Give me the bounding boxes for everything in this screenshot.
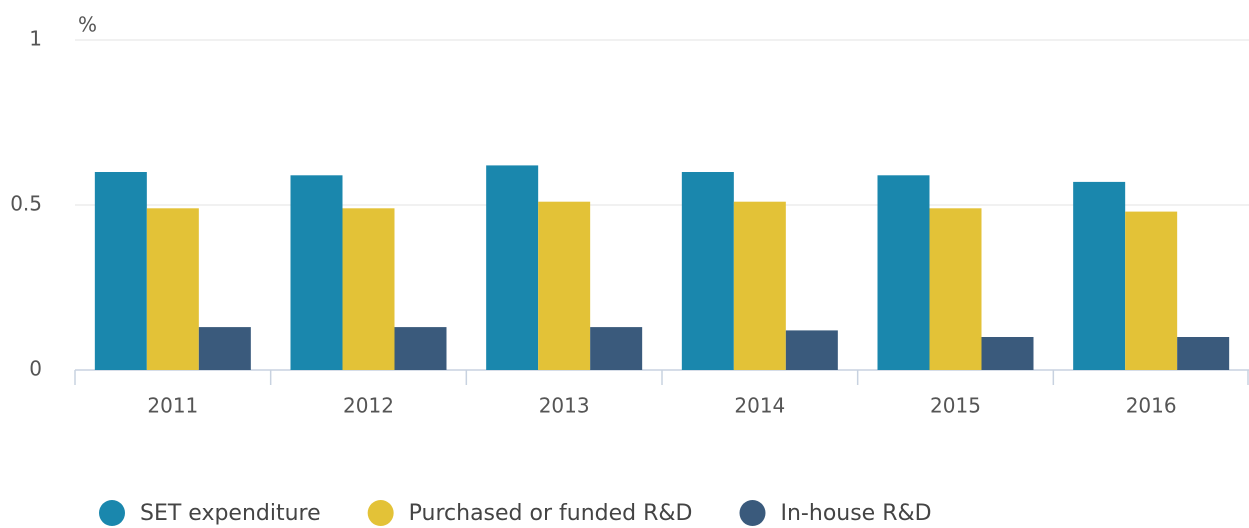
bar (877, 175, 930, 370)
bar (538, 201, 591, 370)
x-tick-label: 2015 (930, 394, 981, 418)
bar (198, 327, 251, 370)
legend-swatch (739, 500, 766, 526)
bar (1177, 337, 1230, 370)
y-tick-label: 0 (29, 357, 42, 381)
legend-label: Purchased or funded R&D (409, 501, 693, 526)
bar (394, 327, 447, 370)
bar (929, 208, 982, 370)
x-tick-label: 2012 (343, 394, 394, 418)
bar (590, 327, 643, 370)
x-tick-label: 2013 (539, 394, 590, 418)
legend-label: In-house R&D (781, 501, 932, 526)
y-axis-label: % (78, 13, 97, 37)
bar (1073, 181, 1126, 370)
y-tick-label: 1 (29, 27, 42, 51)
legend: SET expenditure Purchased or funded R&D In… (99, 500, 932, 526)
bar (981, 337, 1034, 370)
bar (146, 208, 199, 370)
legend-swatch (99, 500, 125, 526)
bar (342, 208, 395, 370)
x-tick-label: 2011 (147, 394, 198, 418)
legend-swatch (367, 500, 394, 526)
x-tick-label: 2016 (1126, 394, 1177, 418)
x-tick-label: 2014 (734, 394, 785, 418)
bar (681, 172, 734, 370)
bar (785, 330, 838, 370)
bar (733, 201, 786, 370)
bar (1125, 211, 1178, 370)
y-tick-label: 0.5 (10, 192, 42, 216)
bar (290, 175, 343, 370)
bar (94, 172, 147, 370)
legend-label: SET expenditure (140, 501, 321, 526)
bar (486, 165, 539, 370)
